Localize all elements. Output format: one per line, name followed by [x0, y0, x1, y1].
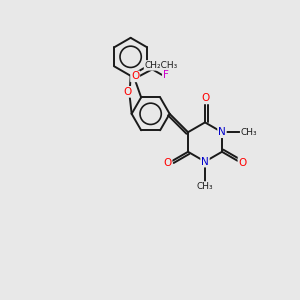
- Text: N: N: [201, 157, 209, 166]
- Text: CH₂CH₃: CH₂CH₃: [145, 61, 178, 70]
- Text: O: O: [201, 93, 209, 103]
- Text: N: N: [218, 127, 226, 137]
- Text: O: O: [131, 71, 139, 81]
- Text: O: O: [163, 158, 172, 168]
- Text: CH₃: CH₃: [197, 182, 213, 191]
- Text: O: O: [238, 158, 247, 168]
- Text: F: F: [163, 70, 169, 80]
- Text: CH₃: CH₃: [241, 128, 257, 137]
- Text: O: O: [124, 87, 132, 97]
